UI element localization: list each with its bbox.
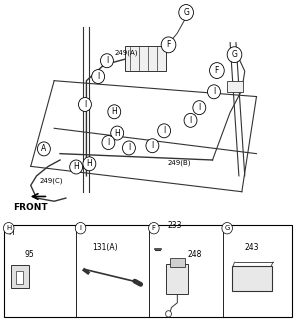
Circle shape [165, 311, 171, 317]
Text: H: H [9, 228, 15, 237]
Text: F: F [215, 66, 219, 75]
Text: 243: 243 [245, 244, 259, 252]
FancyBboxPatch shape [4, 225, 292, 317]
Text: H: H [86, 159, 92, 168]
Text: I: I [80, 225, 82, 231]
Text: I: I [213, 87, 215, 96]
Text: F: F [152, 225, 156, 231]
Circle shape [111, 126, 124, 140]
Text: FRONT: FRONT [13, 203, 48, 212]
Text: 95: 95 [24, 250, 34, 259]
Text: 131(A): 131(A) [93, 244, 118, 252]
Text: G: G [224, 225, 230, 231]
Circle shape [161, 37, 176, 53]
Circle shape [207, 85, 221, 99]
Circle shape [158, 124, 170, 138]
FancyBboxPatch shape [11, 265, 29, 288]
Text: I: I [84, 100, 86, 109]
Circle shape [102, 136, 115, 149]
Text: A: A [41, 144, 46, 153]
Text: I: I [107, 138, 110, 147]
Circle shape [38, 142, 50, 156]
Circle shape [222, 222, 232, 234]
Circle shape [146, 139, 159, 153]
Circle shape [101, 54, 113, 68]
Text: I: I [151, 141, 154, 150]
Circle shape [75, 222, 86, 234]
FancyBboxPatch shape [166, 264, 188, 294]
Text: 248: 248 [188, 250, 202, 259]
Text: I: I [106, 56, 108, 65]
Text: 249(A): 249(A) [114, 50, 138, 56]
Text: I: I [198, 103, 200, 112]
Circle shape [83, 157, 96, 171]
Circle shape [179, 4, 194, 20]
Circle shape [123, 141, 135, 155]
Circle shape [227, 47, 242, 63]
Text: 249(C): 249(C) [39, 178, 63, 184]
Circle shape [149, 222, 159, 234]
Text: I: I [189, 116, 192, 125]
Text: I: I [163, 126, 165, 135]
Text: H: H [6, 225, 11, 231]
FancyBboxPatch shape [170, 258, 185, 267]
Text: 233: 233 [167, 221, 181, 230]
Circle shape [70, 160, 83, 174]
Circle shape [78, 98, 91, 111]
Circle shape [4, 222, 14, 234]
Text: I: I [128, 143, 130, 152]
FancyBboxPatch shape [227, 81, 243, 92]
Text: G: G [231, 50, 237, 59]
Text: I: I [97, 72, 99, 81]
Circle shape [92, 69, 104, 84]
Text: H: H [73, 163, 79, 172]
FancyBboxPatch shape [232, 266, 272, 291]
Circle shape [108, 105, 121, 119]
Text: H: H [111, 107, 117, 116]
Text: 249(B): 249(B) [167, 160, 191, 166]
FancyBboxPatch shape [125, 46, 165, 71]
Text: H: H [114, 129, 120, 138]
Text: G: G [183, 8, 189, 17]
Circle shape [193, 101, 206, 115]
Text: F: F [166, 40, 171, 49]
Circle shape [184, 113, 197, 127]
Circle shape [210, 63, 224, 78]
FancyBboxPatch shape [16, 271, 23, 284]
